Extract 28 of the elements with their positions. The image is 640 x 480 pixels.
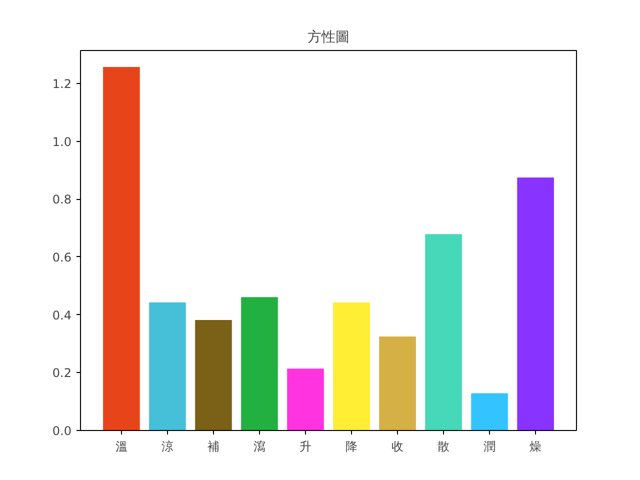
bar [241, 297, 278, 430]
chart-title: 方性圖 [308, 30, 350, 46]
x-tick-label: 潤 [484, 440, 496, 454]
bar [471, 393, 508, 430]
x-tick-label: 降 [346, 440, 358, 454]
y-tick-label: 0.4 [52, 308, 72, 322]
bar [379, 336, 416, 430]
bar [195, 320, 232, 430]
bar [333, 302, 370, 430]
x-tick-label: 瀉 [253, 440, 266, 454]
y-tick-label: 1.0 [52, 134, 72, 149]
y-tick-label: 0.0 [52, 424, 72, 438]
x-tick-label: 溫 [115, 440, 128, 454]
y-tick-label: 0.2 [52, 366, 72, 380]
x-tick-label: 燥 [530, 440, 542, 454]
y-tick-label: 0.8 [52, 192, 72, 207]
bar [287, 368, 324, 430]
y-tick-label: 1.2 [52, 76, 72, 91]
bar [103, 66, 140, 430]
x-tick-label: 涼 [161, 440, 174, 454]
bar [517, 177, 554, 430]
bar [149, 302, 186, 430]
y-tick-label: 0.6 [52, 250, 72, 264]
x-tick-label: 補 [207, 440, 220, 454]
bar [425, 234, 462, 430]
x-tick-label: 散 [438, 440, 450, 454]
x-tick-label: 收 [392, 440, 404, 454]
x-tick-label: 升 [299, 440, 312, 454]
